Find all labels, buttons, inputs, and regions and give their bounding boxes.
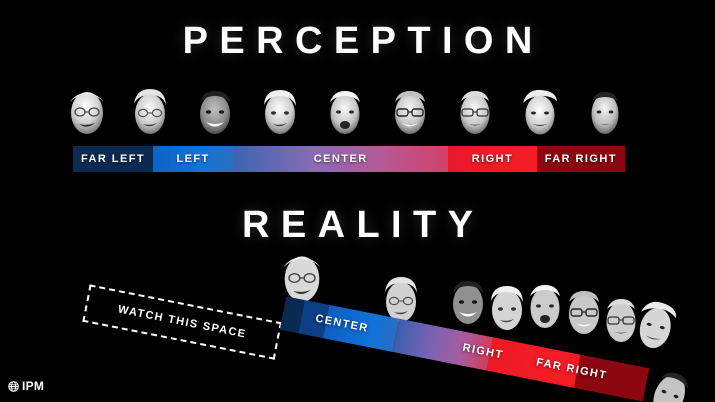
segment-left[interactable]: LEFT: [153, 146, 234, 172]
face-sanders: [64, 88, 110, 136]
face-trump-reality: [627, 295, 686, 355]
face-mcconnell-reality: [598, 296, 644, 344]
segment-label-right: RIGHT: [471, 153, 514, 165]
page-title-reality: REALITY: [242, 204, 485, 246]
segment-label-left: LEFT: [176, 153, 210, 165]
segment-label-far-right: FAR RIGHT: [544, 153, 617, 165]
face-biden: [322, 88, 368, 136]
face-mcconnell: [452, 88, 498, 136]
face-sanders-reality: [277, 252, 327, 304]
segment-far-right[interactable]: FAR RIGHT: [536, 146, 625, 172]
face-warren: [127, 88, 173, 136]
segment-far-left[interactable]: FAR LEFT: [73, 146, 154, 172]
logo: IPM: [8, 379, 44, 393]
globe-icon: [8, 380, 19, 392]
face-miller: [582, 88, 628, 136]
face-obama: [192, 88, 238, 136]
segment-center[interactable]: CENTER: [233, 146, 449, 172]
segment-label-far-left: FAR LEFT: [81, 153, 146, 165]
logo-text: IPM: [22, 379, 45, 393]
face-miller-reality: [637, 361, 703, 402]
watch-this-space-callout: WATCH THIS SPACE: [82, 284, 282, 360]
segment-label-center: CENTER: [313, 153, 368, 165]
face-biden-reality: [522, 282, 568, 330]
face-obama-reality: [445, 278, 491, 326]
face-clinton-reality: [484, 284, 530, 332]
page-title-perception: PERCEPTION: [182, 20, 544, 62]
segment-right[interactable]: RIGHT: [448, 146, 537, 172]
perception-spectrum-bar[interactable]: FAR LEFT LEFT CENTER RIGHT FAR RIGHT: [73, 146, 625, 172]
face-bush: [387, 88, 433, 136]
face-warren-reality: [378, 276, 424, 324]
watch-this-space-label: WATCH THIS SPACE: [116, 303, 248, 341]
face-trump: [517, 88, 563, 136]
face-bush-reality: [561, 288, 607, 336]
face-clinton: [257, 88, 303, 136]
